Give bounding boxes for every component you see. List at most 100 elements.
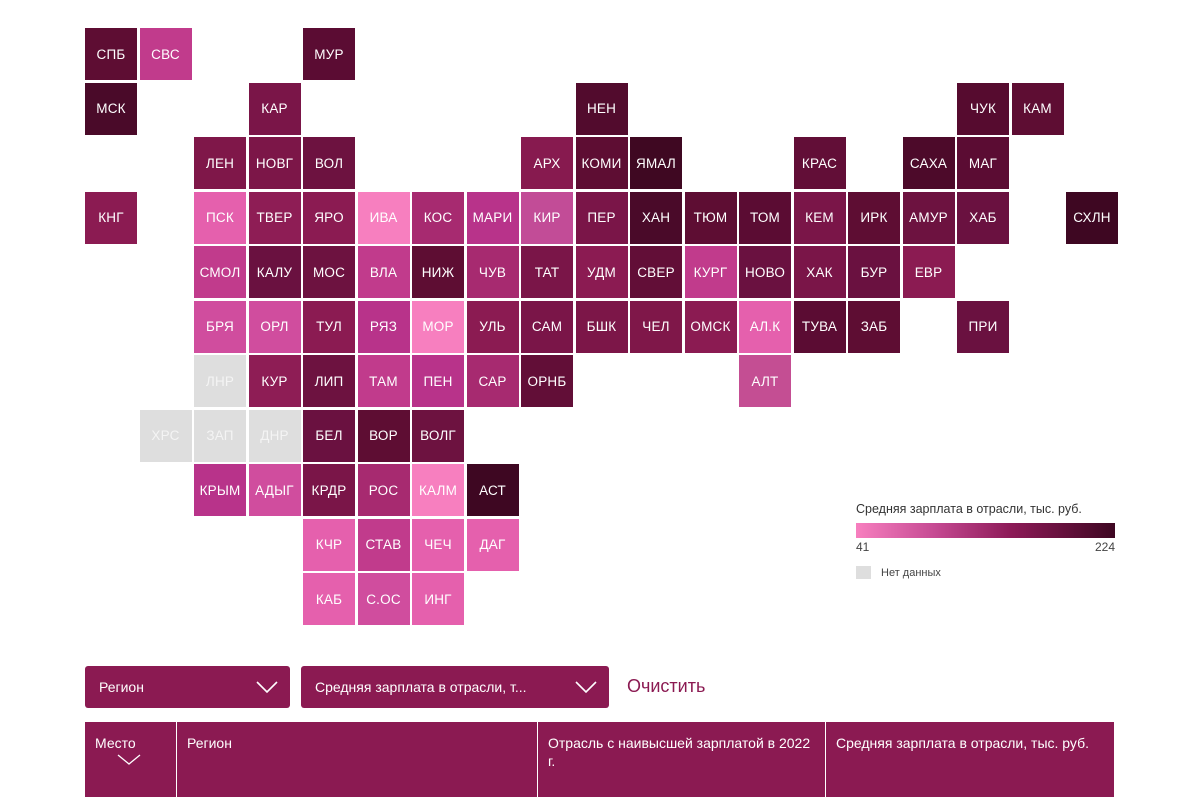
- region-tile-инг[interactable]: ИНГ: [412, 573, 464, 625]
- region-tile-ниж[interactable]: НИЖ: [412, 246, 464, 298]
- region-tile-свер[interactable]: СВЕР: [630, 246, 682, 298]
- clear-button[interactable]: Очистить: [627, 676, 706, 696]
- region-tile-арх[interactable]: АРХ: [521, 137, 573, 189]
- region-tile-схлн[interactable]: СХЛН: [1066, 191, 1118, 244]
- region-tile-пен[interactable]: ПЕН: [412, 355, 464, 407]
- region-tile-кнг[interactable]: КНГ: [85, 191, 137, 244]
- region-tile-ирк[interactable]: ИРК: [848, 191, 900, 244]
- region-tile-мос[interactable]: МОС: [303, 246, 355, 298]
- region-tile-кем[interactable]: КЕМ: [793, 191, 846, 244]
- region-tile-саха[interactable]: САХА: [902, 137, 955, 189]
- region-tile-том[interactable]: ТОМ: [739, 191, 791, 244]
- region-tile-уль[interactable]: УЛЬ: [466, 300, 519, 353]
- region-tile-орл[interactable]: ОРЛ: [248, 300, 301, 353]
- region-tile-евр[interactable]: ЕВР: [902, 246, 955, 298]
- region-tile-удм[interactable]: УДМ: [575, 246, 628, 298]
- region-tile-ново[interactable]: НОВО: [739, 246, 791, 298]
- region-tile-вла[interactable]: ВЛА: [357, 246, 410, 298]
- region-tile-кур[interactable]: КУР: [248, 355, 301, 407]
- region-tile-чув[interactable]: ЧУВ: [466, 246, 519, 298]
- region-tile-калм[interactable]: КАЛМ: [412, 464, 464, 516]
- region-tile-сар[interactable]: САР: [466, 355, 519, 407]
- metric-dropdown[interactable]: Средняя зарплата в отрасли, т...: [301, 666, 609, 708]
- region-tile-крым[interactable]: КРЫМ: [194, 464, 246, 516]
- region-tile-чук[interactable]: ЧУК: [957, 82, 1009, 135]
- region-tile-хак[interactable]: ХАК: [793, 246, 846, 298]
- region-tile-пер[interactable]: ПЕР: [575, 191, 628, 244]
- region-tile-кир[interactable]: КИР: [521, 191, 573, 244]
- region-tile-мур[interactable]: МУР: [303, 28, 355, 80]
- region-tile-мор[interactable]: МОР: [412, 300, 464, 353]
- region-tile-кург[interactable]: КУРГ: [684, 246, 737, 298]
- region-tile-вор[interactable]: ВОР: [357, 409, 410, 462]
- region-tile-днр[interactable]: ДНР: [248, 409, 301, 462]
- region-tile-кос[interactable]: КОС: [412, 191, 464, 244]
- region-tile-твер[interactable]: ТВЕР: [248, 191, 301, 244]
- column-header-region[interactable]: Регион: [177, 722, 538, 797]
- region-tile-бур[interactable]: БУР: [848, 246, 900, 298]
- region-tile-новг[interactable]: НОВГ: [248, 137, 301, 189]
- region-tile-каб[interactable]: КАБ: [303, 573, 355, 625]
- region-dropdown[interactable]: Регион: [85, 666, 290, 708]
- region-tile-свс[interactable]: СВС: [139, 28, 192, 80]
- region-tile-при[interactable]: ПРИ: [957, 300, 1009, 353]
- region-tile-лип[interactable]: ЛИП: [303, 355, 355, 407]
- region-tile-даг[interactable]: ДАГ: [466, 518, 519, 571]
- region-tile-ива[interactable]: ИВА: [357, 191, 410, 244]
- region-tile-адыг[interactable]: АДЫГ: [248, 464, 301, 516]
- region-tile-кар[interactable]: КАР: [248, 82, 301, 135]
- region-tile-омск[interactable]: ОМСК: [684, 300, 737, 353]
- region-tile-алт[interactable]: АЛТ: [739, 355, 791, 407]
- column-header-place[interactable]: Место: [85, 722, 177, 797]
- region-tile-ямал[interactable]: ЯМАЛ: [630, 137, 682, 189]
- region-tile-сам[interactable]: САМ: [521, 300, 573, 353]
- region-tile-бшк[interactable]: БШК: [575, 300, 628, 353]
- chevron-down-icon: [256, 680, 278, 694]
- region-tile-хан[interactable]: ХАН: [630, 191, 682, 244]
- legend-gradient-bar: [856, 523, 1115, 538]
- column-header-salary[interactable]: Средняя зарплата в отрасли, тыс. руб.: [826, 722, 1114, 797]
- region-tile-кам[interactable]: КАМ: [1011, 82, 1064, 135]
- region-tile-хрс[interactable]: ХРС: [139, 409, 192, 462]
- region-tile-сос[interactable]: С.ОС: [357, 573, 410, 625]
- region-tile-став[interactable]: СТАВ: [357, 518, 410, 571]
- region-tile-тул[interactable]: ТУЛ: [303, 300, 355, 353]
- region-tile-лен[interactable]: ЛЕН: [194, 137, 246, 189]
- column-header-industry[interactable]: Отрасль с наивысшей зарплатой в 2022 г.: [538, 722, 826, 797]
- region-tile-бря[interactable]: БРЯ: [194, 300, 246, 353]
- region-tile-бел[interactable]: БЕЛ: [303, 409, 355, 462]
- region-tile-яро[interactable]: ЯРО: [303, 191, 355, 244]
- region-tile-крас[interactable]: КРАС: [793, 137, 846, 189]
- region-tile-амур[interactable]: АМУР: [902, 191, 955, 244]
- region-tile-калу[interactable]: КАЛУ: [248, 246, 301, 298]
- region-tile-тува[interactable]: ТУВА: [793, 300, 846, 353]
- region-tile-нен[interactable]: НЕН: [575, 82, 628, 135]
- region-tile-чел[interactable]: ЧЕЛ: [630, 300, 682, 353]
- region-tile-мск[interactable]: МСК: [85, 82, 137, 135]
- region-tile-заб[interactable]: ЗАБ: [848, 300, 900, 353]
- region-tile-рос[interactable]: РОС: [357, 464, 410, 516]
- region-tile-вол[interactable]: ВОЛ: [303, 137, 355, 189]
- region-tile-тюм[interactable]: ТЮМ: [684, 191, 737, 244]
- region-tile-тат[interactable]: ТАТ: [521, 246, 573, 298]
- region-tile-алк[interactable]: АЛ.К: [739, 300, 791, 353]
- region-tile-коми[interactable]: КОМИ: [575, 137, 628, 189]
- region-tile-ряз[interactable]: РЯЗ: [357, 300, 410, 353]
- region-tile-хаб[interactable]: ХАБ: [957, 191, 1009, 244]
- region-tile-маг[interactable]: МАГ: [957, 137, 1009, 189]
- region-tile-зап[interactable]: ЗАП: [194, 409, 246, 462]
- region-tile-крдр[interactable]: КРДР: [303, 464, 355, 516]
- region-tile-там[interactable]: ТАМ: [357, 355, 410, 407]
- region-tile-смол[interactable]: СМОЛ: [194, 246, 246, 298]
- region-tile-мари[interactable]: МАРИ: [466, 191, 519, 244]
- region-tile-лнр[interactable]: ЛНР: [194, 355, 246, 407]
- region-tile-орнб[interactable]: ОРНБ: [521, 355, 573, 407]
- column-label-region: Регион: [187, 735, 232, 751]
- region-tile-спб[interactable]: СПБ: [85, 28, 137, 80]
- region-tile-волг[interactable]: ВОЛГ: [412, 409, 464, 462]
- region-tile-аст[interactable]: АСТ: [466, 464, 519, 516]
- column-label-salary: Средняя зарплата в отрасли, тыс. руб.: [836, 735, 1089, 751]
- region-tile-чеч[interactable]: ЧЕЧ: [412, 518, 464, 571]
- region-tile-кчр[interactable]: КЧР: [303, 518, 355, 571]
- region-tile-пск[interactable]: ПСК: [194, 191, 246, 244]
